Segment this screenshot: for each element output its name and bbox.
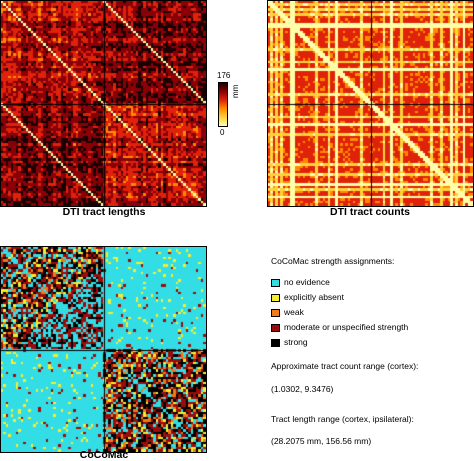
legend-title: CoCoMac strength assignments: — [271, 256, 395, 266]
cocomac-title: CoCoMac — [79, 449, 129, 461]
dti-tract-lengths-title: DTI tract lengths — [62, 206, 146, 218]
legend-label: no evidence — [284, 277, 330, 287]
legend-item-explicitly-absent: explicitly absent — [271, 293, 344, 302]
colorbar-min-label: 0 — [220, 128, 225, 137]
cocomac-heatmap — [0, 246, 207, 453]
legend-label: explicitly absent — [284, 292, 345, 302]
legend-swatch — [271, 293, 280, 302]
length-range-value: (28.2075 mm, 156.56 mm) — [271, 436, 372, 446]
legend-swatch — [271, 338, 280, 347]
cocomac-canvas — [1, 247, 206, 452]
legend-item-no-evidence: no evidence — [271, 278, 330, 287]
count-range-value: (1.0302, 9.3476) — [271, 384, 334, 394]
legend-item-strong: strong — [271, 338, 308, 347]
legend-swatch — [271, 323, 280, 332]
legend-swatch — [271, 308, 280, 317]
legend-item-moderate: moderate or unspecified strength — [271, 323, 408, 332]
dti-tract-counts-canvas — [268, 1, 473, 206]
count-range-title: Approximate tract count range (cortex): — [271, 361, 419, 371]
legend-label: strong — [284, 337, 308, 347]
dti-tract-lengths-heatmap — [0, 0, 207, 207]
colorbar-unit-label: mm — [231, 84, 240, 98]
dti-tract-lengths-canvas — [1, 1, 206, 206]
length-colorbar — [218, 82, 228, 127]
legend-label: moderate or unspecified strength — [284, 322, 409, 332]
colorbar-max-label: 176 — [217, 71, 231, 80]
legend-label: weak — [284, 307, 304, 317]
legend-swatch — [271, 278, 280, 287]
legend-item-weak: weak — [271, 308, 304, 317]
dti-tract-counts-heatmap — [267, 0, 474, 207]
dti-tract-counts-title: DTI tract counts — [330, 206, 410, 218]
length-range-title: Tract length range (cortex, ipsilateral)… — [271, 414, 414, 424]
